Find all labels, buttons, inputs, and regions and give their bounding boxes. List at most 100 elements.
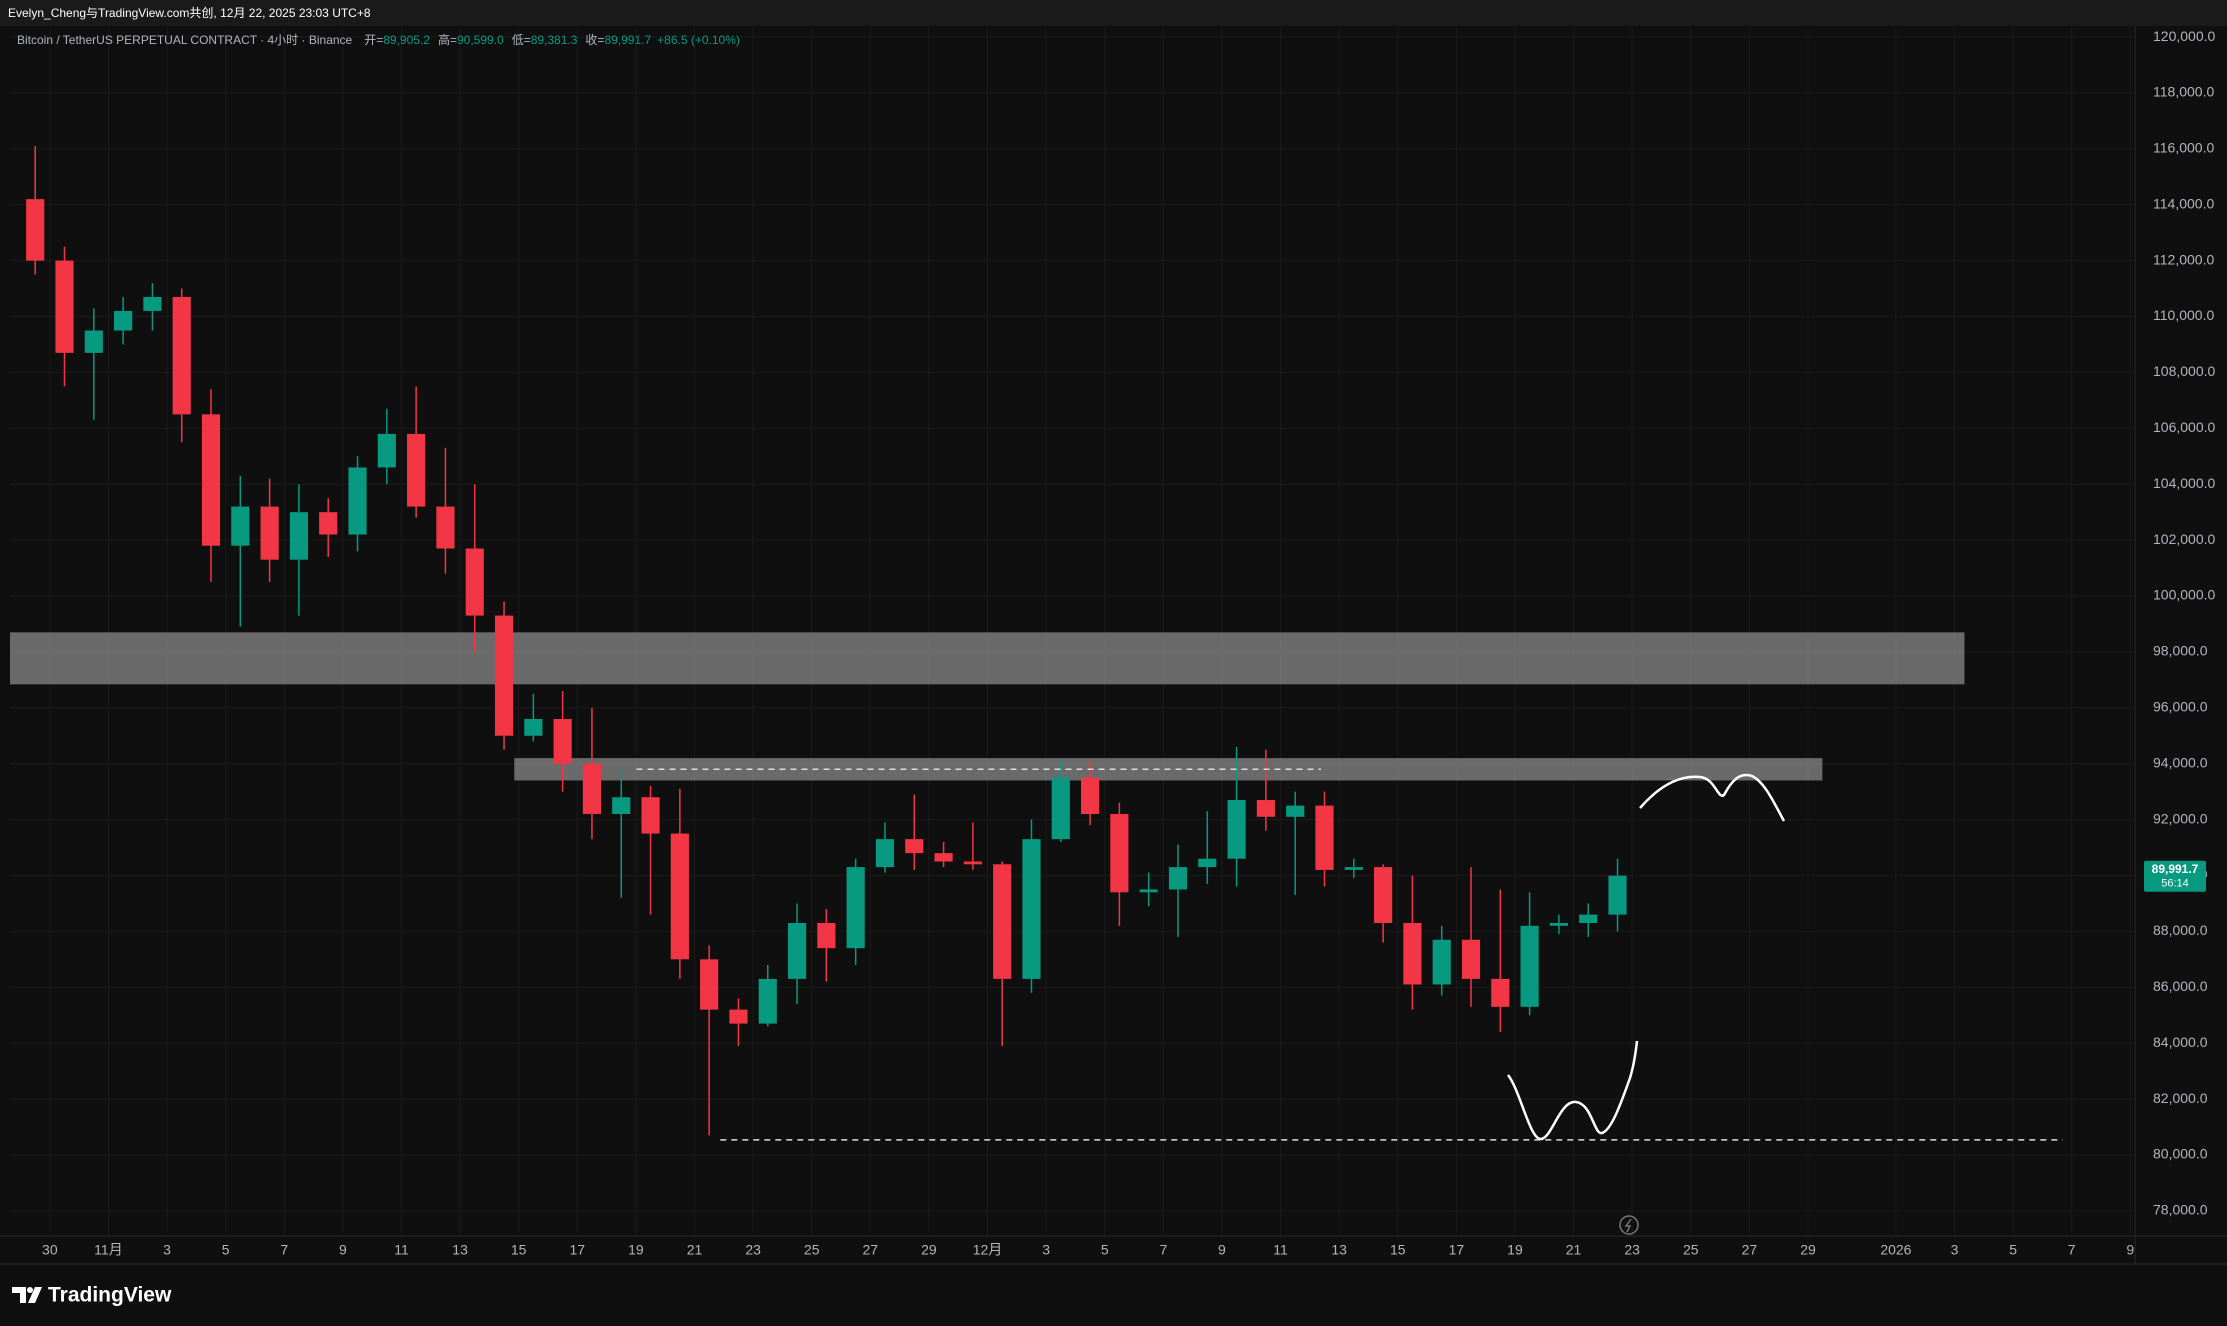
candle-body (1374, 867, 1393, 923)
candle-body (436, 506, 455, 549)
x-tick-label: 11月 (94, 1242, 123, 1258)
x-tick-label: 15 (1390, 1242, 1406, 1258)
candle-body (231, 506, 250, 546)
candle-body (1520, 925, 1539, 1007)
candle-body (377, 433, 396, 468)
y-tick-label: 108,000.0 (2153, 363, 2215, 379)
candle-body (1491, 978, 1510, 1007)
y-tick-label: 114,000.0 (2153, 195, 2214, 211)
ohlc-value: 89,991.7 (604, 33, 651, 47)
top-bar (0, 0, 2227, 26)
candle-body (319, 512, 338, 535)
x-tick-label: 9 (1218, 1242, 1226, 1258)
candle-body (289, 512, 309, 560)
candle-body (612, 797, 631, 814)
candle-body (1227, 800, 1246, 859)
candle-body (553, 718, 572, 764)
candle-body (1461, 939, 1481, 979)
y-tick-label: 120,000.0 (2153, 28, 2215, 44)
brand-name: TradingView (48, 1284, 172, 1307)
candle-body (1256, 800, 1275, 817)
candle-body (817, 922, 836, 949)
x-tick-label: 30 (42, 1242, 58, 1258)
y-tick-label: 102,000.0 (2153, 531, 2215, 547)
candle-body (934, 853, 953, 862)
y-tick-label: 78,000.0 (2153, 1202, 2208, 1218)
x-tick-label: 21 (687, 1242, 703, 1258)
x-tick-label: 17 (570, 1242, 586, 1258)
candle-body (700, 959, 719, 1010)
price-tag-countdown: 56:14 (2161, 878, 2189, 890)
x-tick-label: 25 (1683, 1242, 1699, 1258)
candle-body (494, 615, 514, 736)
x-tick-label: 17 (1449, 1242, 1465, 1258)
x-tick-label: 7 (1159, 1242, 1167, 1258)
price-tag (2144, 860, 2206, 892)
candle-body (758, 978, 777, 1024)
x-tick-label: 9 (2126, 1242, 2134, 1258)
candle-body (260, 506, 279, 560)
x-tick-label: 23 (745, 1242, 761, 1258)
candle-body (1051, 777, 1070, 840)
x-tick-label: 9 (339, 1242, 347, 1258)
x-tick-label: 23 (1624, 1242, 1640, 1258)
candle-body (846, 867, 865, 949)
candle-body (670, 833, 689, 960)
ohlc-label: 高= (438, 32, 457, 47)
x-tick-label: 25 (804, 1242, 820, 1258)
x-tick-label: 7 (2068, 1242, 2076, 1258)
price-tag-value: 89,991.7 (2152, 862, 2199, 876)
change: +86.5 (+0.10%) (657, 33, 740, 47)
x-tick-label: 3 (1042, 1242, 1050, 1258)
candle-body (1403, 922, 1422, 985)
candle-body (1139, 889, 1158, 893)
y-tick-label: 100,000.0 (2153, 587, 2215, 603)
candle-body (143, 296, 162, 311)
y-tick-label: 94,000.0 (2153, 754, 2208, 770)
author-line: Evelyn_Cheng与TradingView.com共创, 12月 22, … (8, 6, 371, 20)
candle-body (114, 310, 133, 331)
symbol: Bitcoin / TetherUS PERPETUAL CONTRACT · … (17, 33, 353, 47)
x-tick-label: 3 (1951, 1242, 1959, 1258)
x-tick-label: 5 (2009, 1242, 2017, 1258)
freehand-drawing (1639, 773, 1786, 822)
candle-body (1080, 777, 1100, 814)
candle-body (84, 330, 103, 353)
ohlc-value: 89,381.3 (531, 33, 578, 47)
ohlc-label: 开= (364, 33, 383, 47)
y-tick-label: 82,000.0 (2153, 1090, 2208, 1106)
x-tick-label: 2026 (1880, 1242, 1911, 1258)
symbol-line: Bitcoin / TetherUS PERPETUAL CONTRACT · … (17, 32, 740, 47)
plot-area (10, 27, 2135, 1236)
y-tick-label: 92,000.0 (2153, 810, 2208, 826)
candle-body (1549, 922, 1569, 926)
y-tick-label: 96,000.0 (2153, 698, 2208, 714)
x-tick-label: 19 (628, 1242, 644, 1258)
y-tick-label: 116,000.0 (2153, 140, 2214, 156)
x-tick-label: 27 (863, 1242, 879, 1258)
y-tick-label: 118,000.0 (2153, 84, 2214, 100)
y-tick-label: 110,000.0 (2153, 307, 2214, 323)
candle-body (348, 467, 367, 535)
x-tick-label: 15 (511, 1242, 527, 1258)
x-tick-label: 21 (1566, 1242, 1582, 1258)
x-tick-label: 5 (1101, 1242, 1109, 1258)
ohlc-value: 90,599.0 (457, 33, 504, 47)
replay-icon[interactable] (1619, 1215, 1639, 1235)
x-tick-label: 27 (1742, 1242, 1758, 1258)
ohlc-value: 89,905.2 (383, 33, 430, 47)
candle-body (1579, 914, 1598, 923)
y-tick-label: 106,000.0 (2153, 419, 2215, 435)
candle-body (1432, 939, 1451, 985)
candle-body (1022, 839, 1041, 979)
logo[interactable]: TradingView (12, 1284, 172, 1307)
x-tick-label: 13 (1331, 1242, 1347, 1258)
candle-body (407, 433, 426, 507)
candle-body (1110, 813, 1129, 893)
candle-body (729, 1009, 748, 1024)
y-tick-label: 84,000.0 (2153, 1034, 2208, 1050)
candle-body (1608, 875, 1627, 915)
candle-body (172, 296, 191, 415)
candle-body (787, 922, 807, 979)
price-zone (10, 632, 1965, 685)
